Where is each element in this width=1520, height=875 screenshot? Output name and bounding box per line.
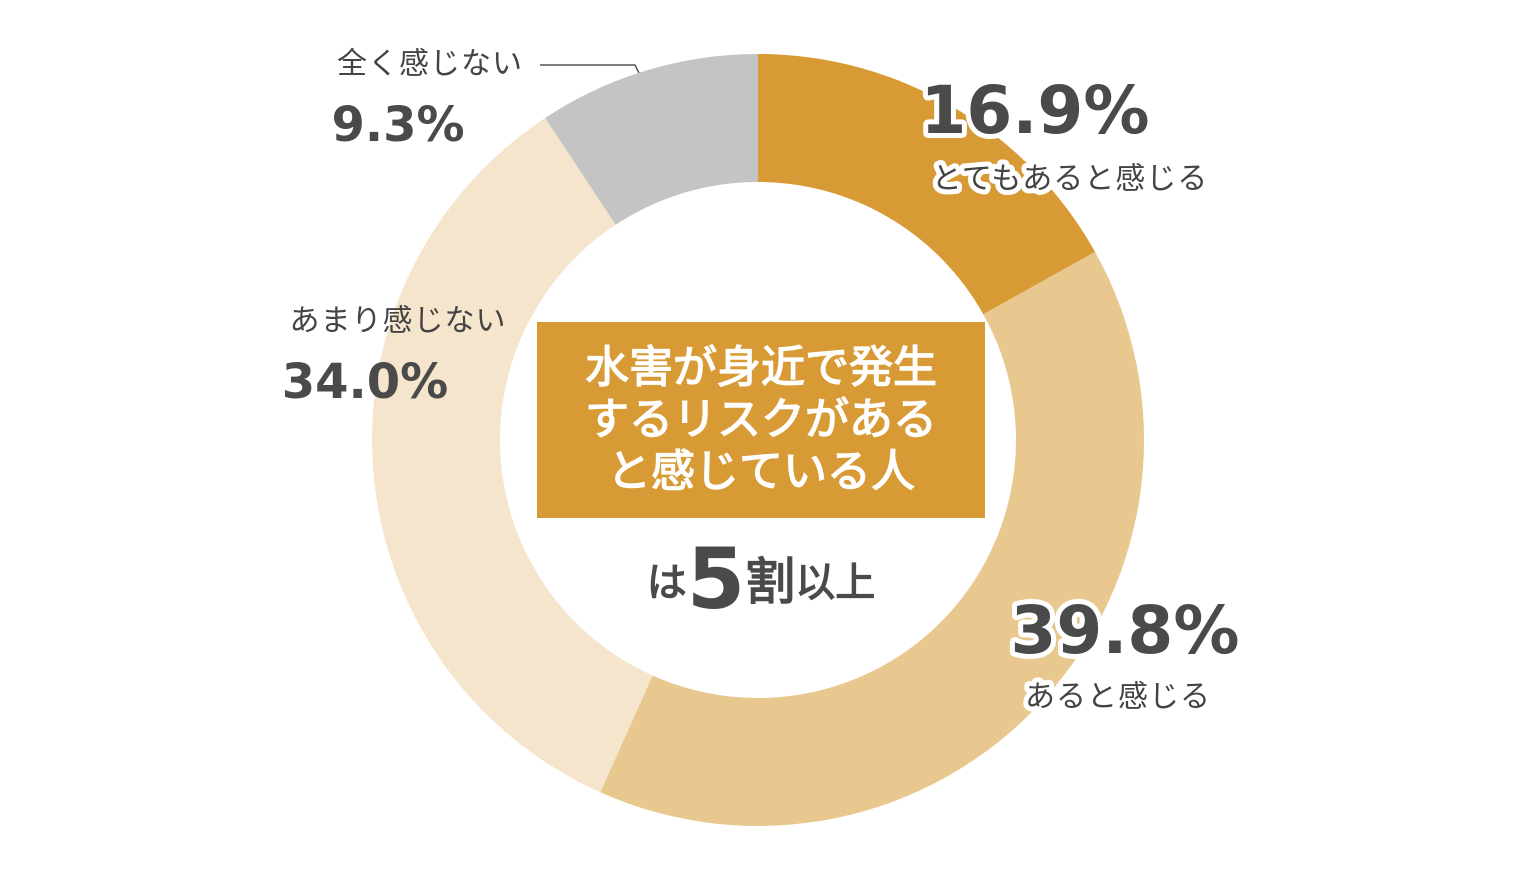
- value-label: 9.3%: [331, 97, 464, 153]
- donut-segment: [372, 118, 653, 793]
- center-title: するリスクがある: [585, 394, 937, 445]
- donut-segment: [758, 54, 1096, 315]
- center-box: [537, 322, 985, 518]
- center-note-part: 割: [745, 553, 795, 611]
- donut-segment: [545, 54, 758, 225]
- category-label: とてもあると感じる: [932, 162, 1209, 197]
- center-title: 水害が身近で発生: [585, 342, 937, 393]
- center-note-part: は: [647, 560, 687, 606]
- category-label: あまり感じない: [290, 304, 507, 339]
- center-note-part: 以上: [795, 560, 875, 606]
- value-label: 16.9%: [921, 72, 1150, 149]
- center-note-part: 5: [687, 530, 745, 628]
- value-label: 39.8%: [1011, 592, 1240, 669]
- center-title: と感じている人: [607, 446, 915, 497]
- category-label: 全く感じない: [337, 47, 523, 82]
- category-label: あると感じる: [1025, 680, 1211, 715]
- center-note: は5割以上: [647, 530, 875, 628]
- donut-segment: [600, 251, 1144, 826]
- value-label: 34.0%: [282, 354, 449, 410]
